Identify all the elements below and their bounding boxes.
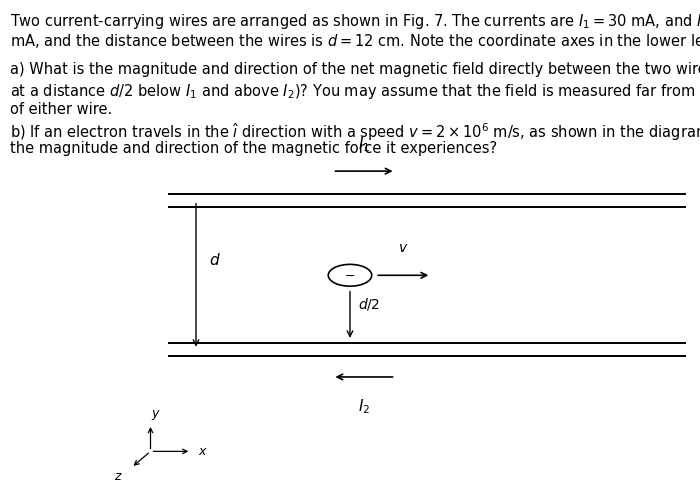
Text: b) If an electron travels in the $\hat{\imath}$ direction with a speed $v = 2 \t: b) If an electron travels in the $\hat{\… xyxy=(10,122,700,143)
Text: the magnitude and direction of the magnetic force it experiences?: the magnitude and direction of the magne… xyxy=(10,141,498,156)
Text: $d$: $d$ xyxy=(209,252,220,268)
Text: of either wire.: of either wire. xyxy=(10,102,113,117)
Text: $v$: $v$ xyxy=(398,242,408,255)
Text: $d/2$: $d/2$ xyxy=(358,296,381,312)
Text: $I_2$: $I_2$ xyxy=(358,397,370,416)
Text: mA, and the distance between the wires is $d = 12$ cm. Note the coordinate axes : mA, and the distance between the wires i… xyxy=(10,32,700,50)
Text: a) What is the magnitude and direction of the net magnetic field directly betwee: a) What is the magnitude and direction o… xyxy=(10,62,700,77)
Text: $I_1$: $I_1$ xyxy=(358,135,370,154)
Text: $z$: $z$ xyxy=(114,470,123,483)
Text: $y$: $y$ xyxy=(151,408,161,422)
Text: Two current-carrying wires are arranged as shown in Fig. 7. The currents are $I_: Two current-carrying wires are arranged … xyxy=(10,12,700,31)
Text: $-$: $-$ xyxy=(344,269,356,282)
Text: $x$: $x$ xyxy=(198,445,208,458)
Text: at a distance $d/2$ below $I_1$ and above $I_2$)? You may assume that the field : at a distance $d/2$ below $I_1$ and abov… xyxy=(10,82,700,101)
